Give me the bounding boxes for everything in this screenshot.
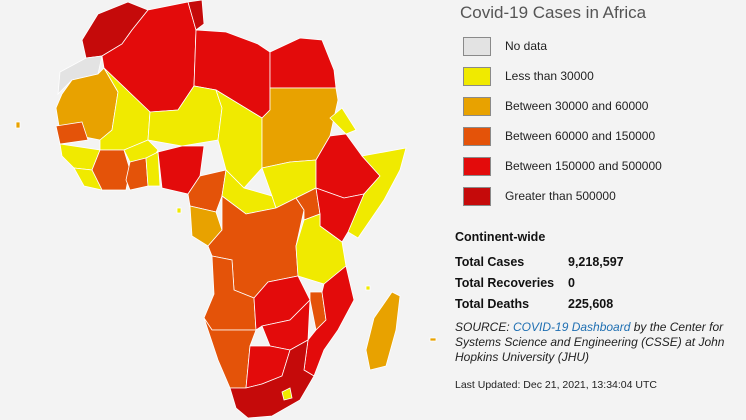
country-lesotho[interactable] xyxy=(281,387,293,401)
country-ghana[interactable] xyxy=(125,157,149,191)
legend-item-no-data: No data xyxy=(463,31,662,61)
legend-label: No data xyxy=(505,39,548,53)
country-mauritius[interactable] xyxy=(429,337,437,342)
legend-label: Between 60000 and 150000 xyxy=(505,129,656,143)
legend-swatch xyxy=(463,126,491,146)
stat-row-total-recoveries: Total Recoveries 0 xyxy=(455,272,624,293)
source-suffix: by the Center for Systems Science and En… xyxy=(455,320,725,364)
legend: No data Less than 30000 Between 30000 an… xyxy=(463,31,662,211)
country-cape-verde[interactable] xyxy=(15,121,21,129)
stat-value: 0 xyxy=(568,275,575,290)
legend-item-150000-500000: Between 150000 and 500000 xyxy=(463,151,662,181)
stat-value: 225,608 xyxy=(568,296,614,311)
map-title: Covid-19 Cases in Africa xyxy=(460,3,647,22)
stat-row-total-deaths: Total Deaths 225,608 xyxy=(455,293,624,314)
legend-swatch xyxy=(463,156,491,176)
country-mozambique[interactable] xyxy=(303,265,355,377)
stat-label: Total Recoveries xyxy=(455,275,555,290)
legend-item-30000-60000: Between 30000 and 60000 xyxy=(463,91,662,121)
stats-heading: Continent-wide xyxy=(455,230,546,244)
legend-item-lt-30000: Less than 30000 xyxy=(463,61,662,91)
country-madagascar[interactable] xyxy=(365,291,401,371)
country-comoros[interactable] xyxy=(365,285,371,291)
source-note: SOURCE: COVID-19 Dashboard by the Center… xyxy=(455,320,740,365)
legend-item-60000-150000: Between 60000 and 150000 xyxy=(463,121,662,151)
country-liberia[interactable] xyxy=(73,167,103,191)
country-eritrea[interactable] xyxy=(329,107,357,135)
legend-label: Between 30000 and 60000 xyxy=(505,99,649,113)
country-tunisia[interactable] xyxy=(187,0,205,31)
stat-label: Total Deaths xyxy=(455,296,530,311)
legend-label: Greater than 500000 xyxy=(505,189,616,203)
africa-map xyxy=(15,0,437,419)
country-somalia[interactable] xyxy=(347,147,407,239)
legend-swatch xyxy=(463,96,491,116)
country-south-africa[interactable] xyxy=(229,339,315,419)
legend-item-gt-500000: Greater than 500000 xyxy=(463,181,662,211)
stat-row-total-cases: Total Cases 9,218,597 xyxy=(455,251,624,272)
country-sao-tome[interactable] xyxy=(176,207,182,214)
source-prefix: SOURCE: xyxy=(455,320,514,334)
country-togo-benin[interactable] xyxy=(145,151,161,187)
stat-value: 9,218,597 xyxy=(568,254,624,269)
stat-label: Total Cases xyxy=(455,254,525,269)
legend-swatch xyxy=(463,66,491,86)
source-link[interactable]: COVID-19 Dashboard xyxy=(513,320,631,334)
legend-swatch xyxy=(463,186,491,206)
last-updated: Last Updated: Dec 21, 2021, 13:34:04 UTC xyxy=(455,379,657,391)
continent-stats: Continent-wide Total Cases 9,218,597 Tot… xyxy=(455,230,624,314)
legend-label: Between 150000 and 500000 xyxy=(505,159,662,173)
country-egypt[interactable] xyxy=(269,37,337,89)
legend-swatch xyxy=(463,36,491,56)
legend-label: Less than 30000 xyxy=(505,69,594,83)
country-senegal[interactable] xyxy=(55,121,89,145)
